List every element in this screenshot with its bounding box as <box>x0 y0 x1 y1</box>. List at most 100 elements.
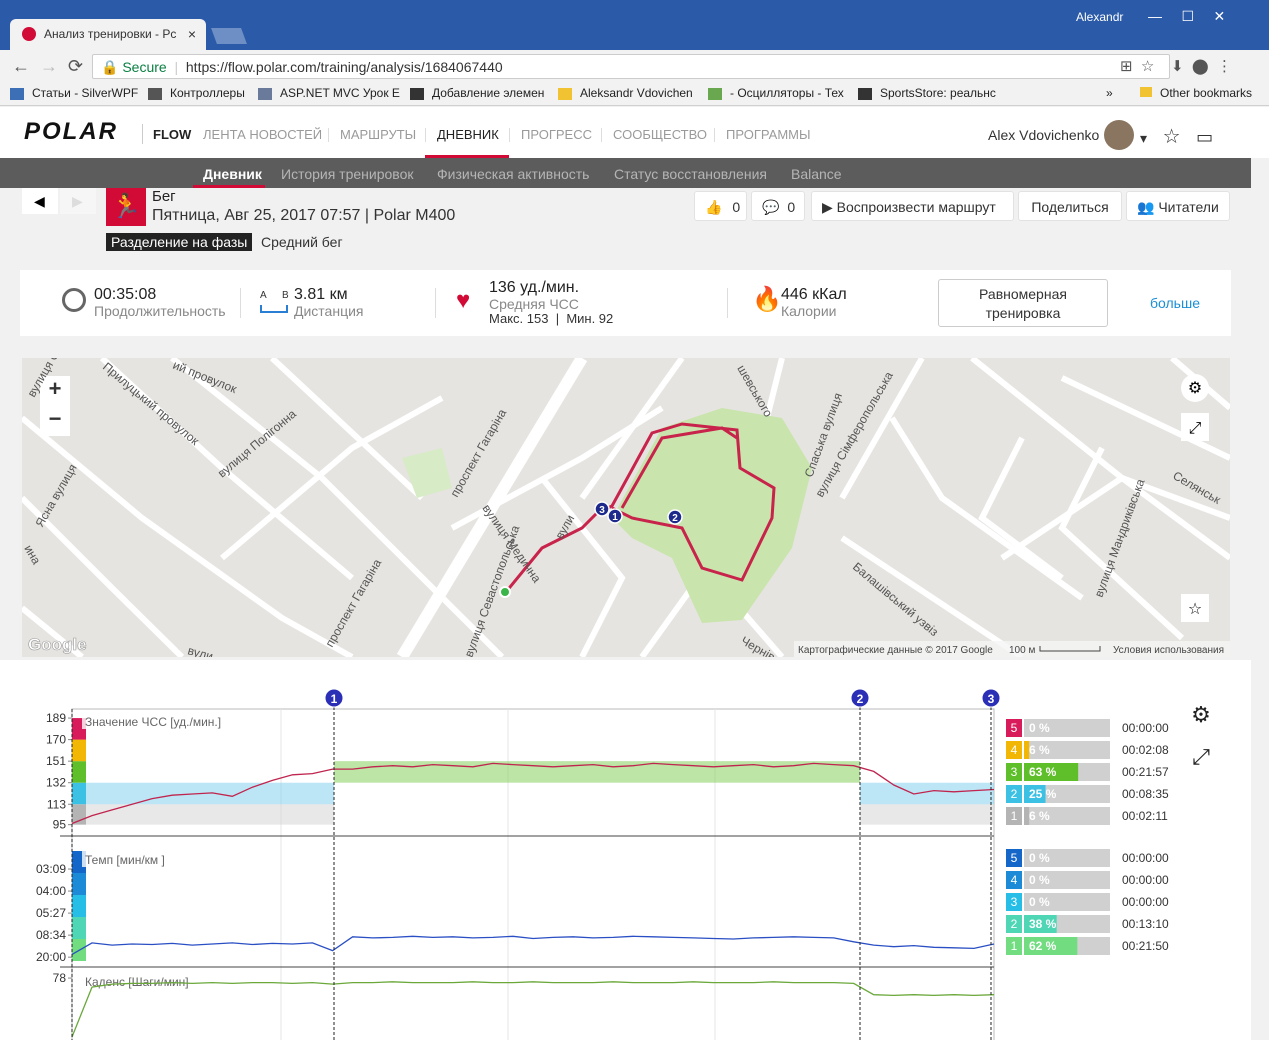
separator <box>435 288 436 318</box>
comment-button[interactable]: 💬 0 <box>751 191 805 221</box>
nav-item[interactable]: МАРШРУТЫ <box>340 127 417 142</box>
zone-number-bg <box>1006 893 1022 911</box>
benefit-button[interactable]: Равномерная тренировка <box>938 279 1108 327</box>
bookmark[interactable]: ASP.NET MVC Урок E <box>280 86 400 100</box>
y-tick-label: 189 <box>46 711 66 725</box>
map-settings[interactable] <box>1181 374 1209 402</box>
nav-item[interactable]: ЛЕНТА НОВОСТЕЙ <box>203 127 323 142</box>
next-button[interactable]: ▶ <box>60 188 96 214</box>
bookmark-icon <box>708 88 722 100</box>
separator <box>240 288 241 318</box>
chart-title-bg <box>82 713 248 729</box>
zone-percent: 38 % <box>1029 917 1057 931</box>
user-name[interactable]: Alex Vdovichenko <box>988 127 1100 143</box>
map-fullscreen-icon: ⤢ <box>1189 420 1202 437</box>
park <box>402 448 452 498</box>
map-favorite[interactable] <box>1181 594 1209 622</box>
zone-number: 1 <box>1011 939 1018 953</box>
zone-band <box>860 782 994 805</box>
roads <box>22 358 1230 657</box>
zone-percent: 6 % <box>1029 743 1050 757</box>
cadence-line <box>71 981 995 1038</box>
bookmarks-more[interactable]: » <box>1106 86 1113 100</box>
sub-active-underline <box>193 185 265 188</box>
map-fullscreen[interactable] <box>1181 413 1209 441</box>
new-tab[interactable] <box>211 28 247 44</box>
nav-item[interactable]: ДНЕВНИК <box>437 127 499 142</box>
phase-button[interactable]: Разделение на фазы <box>106 233 253 251</box>
subnav-item[interactable]: Дневник <box>203 166 262 182</box>
zone-number: 3 <box>1011 895 1018 909</box>
zone-number-bg <box>1006 871 1022 889</box>
subnav-item[interactable]: Статус восстановления <box>614 166 767 182</box>
more-link[interactable]: больше <box>1150 295 1200 311</box>
like-button[interactable]: 👍 0 <box>694 191 747 221</box>
y-tick-label: 151 <box>46 754 66 768</box>
address-bar[interactable]: 🔒 Secure | https://flow.polar.com/traini… <box>92 54 1170 79</box>
y-tick-label: 132 <box>46 776 66 790</box>
prev-button[interactable]: ◀ <box>22 188 58 214</box>
user-menu[interactable]: ▾ ☆ ▭ <box>1140 126 1214 148</box>
secure-label: 🔒 Secure <box>101 59 167 75</box>
bookmark[interactable]: Добавление элемен <box>432 86 545 100</box>
map[interactable]: ⚙ ⤢ ☆ вулиця СіокаПрилуцький провулокий … <box>22 358 1230 657</box>
chart-title-bg <box>82 851 183 867</box>
sport: Бег <box>152 188 176 205</box>
subnav-item[interactable]: История тренировок <box>281 166 414 182</box>
zone-bar-bg <box>1024 893 1110 911</box>
hr-line <box>71 762 995 825</box>
zone-scale <box>72 895 86 917</box>
logo[interactable]: POLAR <box>24 118 118 145</box>
chart-frame <box>71 708 995 1040</box>
zone-percent: 0 % <box>1029 721 1050 735</box>
subnav-item[interactable]: Balance <box>791 166 842 182</box>
zone-percent: 25 % <box>1029 787 1057 801</box>
window-controls[interactable]: — ☐ ✕ <box>1148 8 1226 24</box>
bookmark-icon <box>258 88 272 100</box>
bookmark[interactable]: SportsStore: реальнс <box>880 86 996 100</box>
bookmark[interactable]: - Осцилляторы - Тех <box>730 86 844 100</box>
followers-button[interactable]: 👥 Читатели <box>1126 191 1230 221</box>
zone-bar-bg <box>1024 741 1110 759</box>
secure-text: Secure <box>122 59 167 75</box>
zone-scale <box>72 761 86 783</box>
zone-time: 00:00:00 <box>1122 895 1169 909</box>
nav-item[interactable]: ПРОГРАММЫ <box>726 127 811 142</box>
url: https://flow.polar.com/training/analysis… <box>185 59 503 75</box>
zone-number-bg <box>1006 785 1022 803</box>
other-bookmarks[interactable]: Other bookmarks <box>1140 86 1252 100</box>
chart-title: Темп [мин/км ] <box>85 853 165 867</box>
zoom-out: − <box>49 406 62 431</box>
zone-bar <box>1024 785 1046 803</box>
chart-title: Каденс [Шаги/мин] <box>85 975 189 989</box>
zone-number: 4 <box>1011 873 1018 887</box>
zone-scale <box>72 782 86 805</box>
scrollbar[interactable] <box>1251 158 1269 1040</box>
nav-buttons[interactable]: ← → ⟳ <box>12 56 84 76</box>
browser-tab[interactable]: Анализ тренировки - Рс × <box>10 19 206 50</box>
replay-button[interactable]: ▶ Воспроизвести маршрут <box>811 191 1014 221</box>
nav-divider <box>714 128 715 142</box>
duration-label: Продолжительность <box>94 303 226 319</box>
zone-percent: 62 % <box>1029 939 1057 953</box>
bookmark[interactable]: Контроллеры <box>170 86 245 100</box>
toolbar-icons[interactable]: ⊞ ☆ ⬇ ⬤ ⋮ <box>1120 58 1233 75</box>
nav-item[interactable]: ПРОГРЕСС <box>521 127 592 142</box>
followers-text: Читатели <box>1158 199 1219 215</box>
zone-bar-bg <box>1024 719 1110 737</box>
zone-percent: 0 % <box>1029 873 1050 887</box>
avatar[interactable] <box>1104 120 1134 150</box>
avg-hr-label: Средняя ЧСС <box>489 296 579 312</box>
subnav-item[interactable]: Физическая активность <box>437 166 590 182</box>
nav-item[interactable]: СООБЩЕСТВО <box>613 127 707 142</box>
bookmark[interactable]: Статьи - SilverWPF <box>32 86 139 100</box>
profile-name[interactable]: Alexandr <box>1076 10 1124 24</box>
park <box>612 408 812 623</box>
tab-close[interactable]: × <box>187 26 196 42</box>
brand[interactable]: FLOW <box>153 127 192 142</box>
bookmark[interactable]: Aleksandr Vdovichen <box>580 86 693 100</box>
map-favorite-icon: ☆ <box>1188 601 1202 618</box>
share-button[interactable]: Поделиться <box>1018 191 1122 221</box>
zone-percent: 6 % <box>1029 809 1050 823</box>
